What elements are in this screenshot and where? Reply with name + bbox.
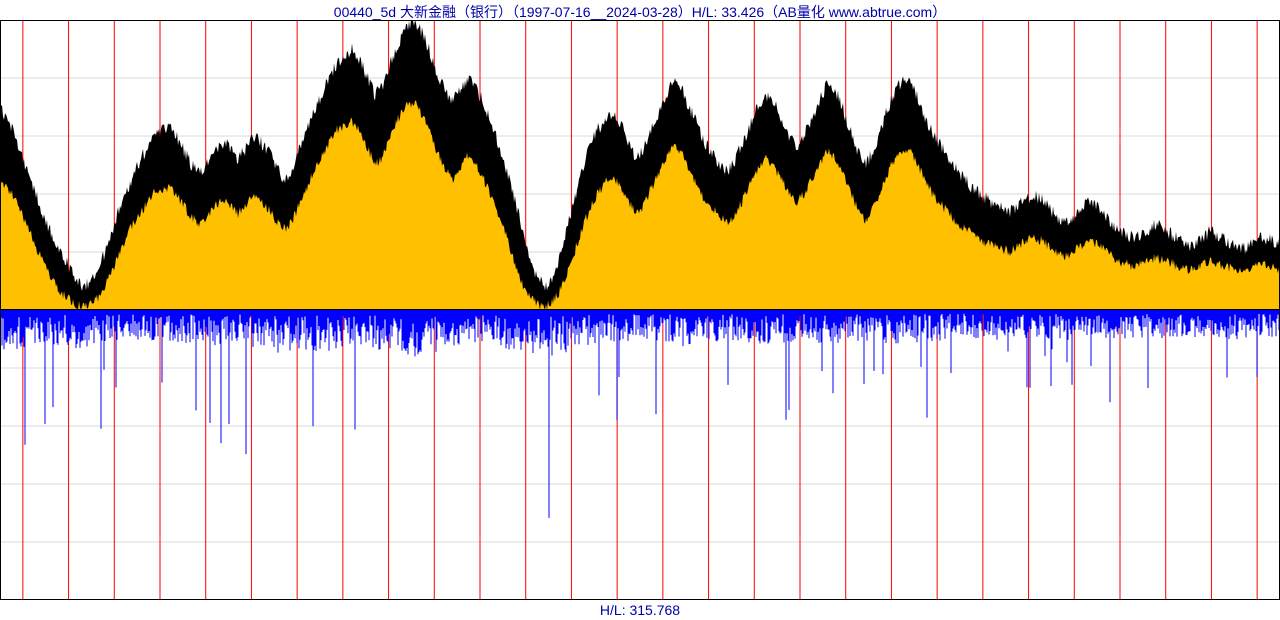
chart-footer: H/L: 315.768: [0, 602, 1280, 618]
financial-chart: [0, 20, 1280, 600]
chart-title: 00440_5d 大新金融（银行）（1997-07-16__2024-03-28…: [0, 2, 1280, 22]
